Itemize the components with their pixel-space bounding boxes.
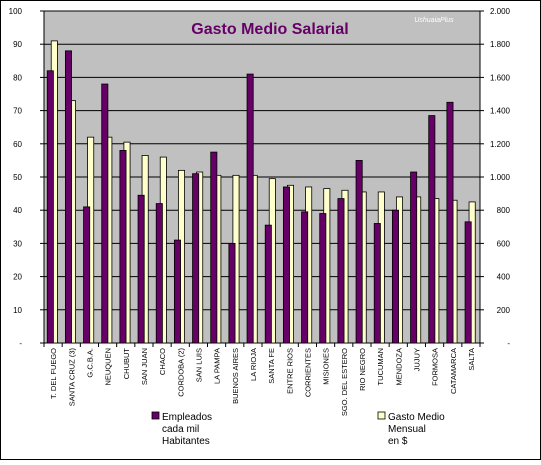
x-tick-label: MENDOZA bbox=[394, 348, 403, 386]
left-tick-label: 10 bbox=[13, 306, 22, 315]
x-axis: T. DEL FUEGO SANTA CRUZ (3) G.C.B.A. NEUQUE… bbox=[43, 343, 481, 416]
x-tick-label: ENTRE RIOS bbox=[285, 348, 294, 394]
bar-empleados bbox=[119, 150, 127, 344]
legend-label-gasto: Mensual bbox=[388, 424, 426, 435]
bar-empleados bbox=[264, 224, 272, 344]
right-tick-label: 200 bbox=[497, 306, 511, 315]
x-tick-label: SALTA bbox=[467, 348, 476, 371]
bar-empleados bbox=[101, 83, 109, 344]
left-tick-label: 60 bbox=[13, 140, 22, 149]
x-tick-label: RIO NEGRO bbox=[358, 348, 367, 391]
right-tick-label: 2.000 bbox=[490, 7, 511, 16]
x-tick-label: MISIONES bbox=[322, 348, 331, 385]
bar-empleados bbox=[64, 50, 72, 344]
bar-empleados bbox=[246, 73, 254, 344]
bar-empleados bbox=[428, 115, 436, 344]
gridlines bbox=[44, 43, 480, 311]
legend-swatch-gasto bbox=[377, 411, 386, 420]
x-tick-label: CORDOBA (2) bbox=[176, 348, 185, 397]
x-tick-label: CORRIENTES bbox=[303, 348, 312, 397]
bar-empleados bbox=[83, 206, 91, 344]
bar-empleados bbox=[391, 209, 399, 344]
left-tick-label: 90 bbox=[13, 40, 22, 49]
x-tick-label: LA PAMPA bbox=[213, 348, 222, 384]
x-tick-label: TUCUMAN bbox=[376, 348, 385, 386]
right-tick-label: 1.000 bbox=[490, 173, 511, 182]
right-tick-label: 1.400 bbox=[490, 107, 511, 116]
x-tick-label: SANTA FE bbox=[267, 348, 276, 384]
x-tick-label: CHACO bbox=[158, 348, 167, 375]
x-tick-label: BUENOS AIRES bbox=[231, 348, 240, 404]
legend-label-gasto: en $ bbox=[388, 436, 408, 447]
bar-empleados bbox=[137, 194, 145, 344]
bar-empleados bbox=[373, 223, 381, 344]
right-tick-label: 600 bbox=[497, 239, 511, 248]
x-tick-label: G.C.B.A. bbox=[85, 348, 94, 378]
legend-swatch-empleados bbox=[151, 411, 160, 420]
x-tick-label: T. DEL FUEGO bbox=[49, 348, 58, 399]
x-tick-label: LA RIOJA bbox=[249, 348, 258, 381]
bar-empleados bbox=[337, 198, 345, 344]
x-tick-label: NEUQUEN bbox=[104, 348, 113, 386]
bar-empleados bbox=[46, 70, 54, 344]
bar-empleados bbox=[282, 186, 290, 344]
bar-empleados bbox=[355, 159, 363, 344]
right-tick-label: 800 bbox=[497, 206, 511, 215]
bar-empleados bbox=[464, 221, 472, 344]
left-tick-label: 80 bbox=[13, 73, 22, 82]
left-tick-label: - bbox=[19, 339, 22, 348]
left-tick-label: 40 bbox=[13, 206, 22, 215]
right-tick-label: - bbox=[507, 339, 510, 348]
bar-empleados bbox=[173, 239, 181, 344]
legend-label-empleados: cada mil bbox=[162, 424, 199, 435]
right-tick-label: 1.800 bbox=[490, 40, 511, 49]
x-tick-label: SGO. DEL ESTERO bbox=[340, 348, 349, 416]
x-tick-label: SANTA CRUZ (3) bbox=[67, 348, 76, 407]
left-tick-label: 30 bbox=[13, 239, 22, 248]
legend-label-empleados: Habitantes bbox=[162, 436, 210, 447]
bar-empleados bbox=[192, 173, 200, 344]
bar-empleados bbox=[446, 101, 454, 344]
x-tick-label: CHUBUT bbox=[122, 348, 131, 380]
left-tick-label: 20 bbox=[13, 273, 22, 282]
x-tick-label: CATAMARCA bbox=[449, 348, 458, 394]
left-tick-label: 70 bbox=[13, 107, 22, 116]
bar-empleados bbox=[155, 203, 163, 344]
bar-empleados bbox=[319, 213, 327, 344]
bar-empleados bbox=[228, 242, 236, 344]
legend-label-empleados: Empleados bbox=[162, 412, 212, 423]
x-tick-label: SAN JUAN bbox=[140, 348, 149, 385]
chart-title: Gasto Medio Salarial bbox=[191, 21, 348, 38]
bars bbox=[46, 40, 476, 344]
legend-label-gasto: Gasto Medio bbox=[388, 412, 445, 423]
right-tick-label: 1.600 bbox=[490, 73, 511, 82]
x-tick-label: SAN LUIS bbox=[194, 348, 203, 382]
bar-empleados bbox=[210, 151, 218, 344]
bar-empleados bbox=[301, 211, 309, 344]
left-axis: - 10 20 30 40 50 60 70 80 90 100 bbox=[9, 7, 45, 348]
right-tick-label: 1.200 bbox=[490, 140, 511, 149]
left-tick-label: 50 bbox=[13, 173, 22, 182]
x-tick-label: FORMOSA bbox=[431, 348, 440, 386]
watermark: UshuaiaPlus bbox=[414, 17, 454, 24]
left-tick-label: 100 bbox=[9, 7, 23, 16]
right-axis: - 200 400 600 800 1.000 1.200 1.400 1.600 1.800 2.… bbox=[479, 7, 511, 348]
bar-empleados bbox=[410, 171, 418, 344]
right-tick-label: 400 bbox=[497, 273, 511, 282]
x-tick-label: JUJUY bbox=[412, 348, 421, 371]
